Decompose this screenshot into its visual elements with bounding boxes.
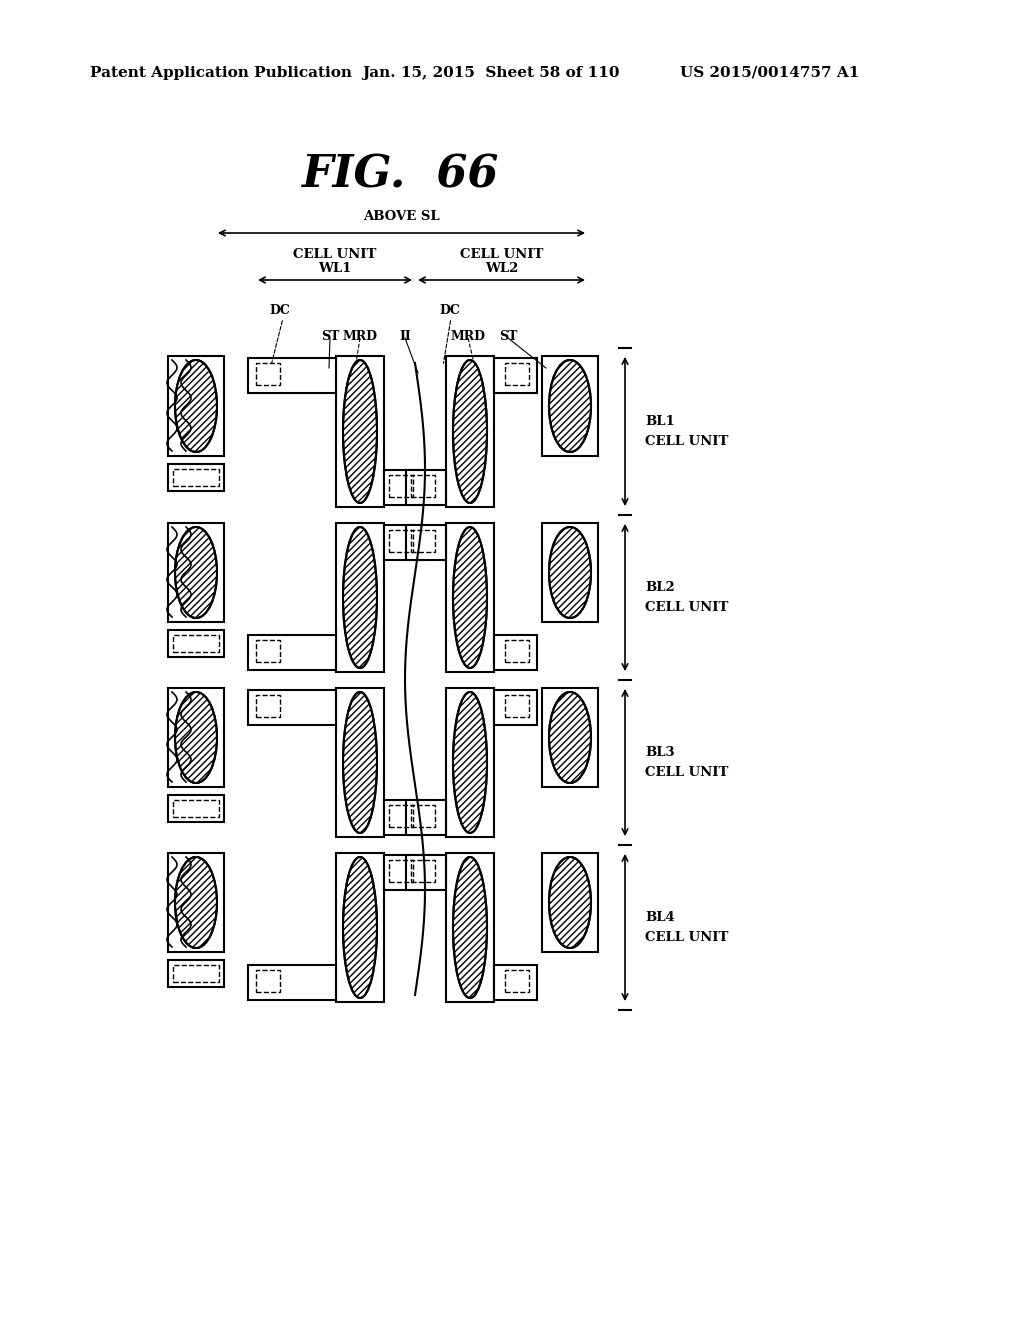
- Text: II: II: [399, 330, 411, 342]
- Ellipse shape: [453, 857, 487, 998]
- Bar: [173, 635, 219, 652]
- Text: WL1: WL1: [318, 261, 351, 275]
- Ellipse shape: [175, 692, 217, 783]
- Bar: [389, 475, 413, 498]
- Bar: [336, 688, 384, 837]
- Text: BL4: BL4: [645, 911, 675, 924]
- Ellipse shape: [549, 360, 591, 451]
- Text: ST: ST: [321, 330, 339, 342]
- Bar: [168, 960, 224, 987]
- Bar: [505, 363, 529, 385]
- Bar: [256, 696, 280, 717]
- Ellipse shape: [343, 692, 377, 833]
- Bar: [446, 853, 494, 1002]
- Bar: [173, 965, 219, 982]
- Bar: [248, 965, 336, 1001]
- Ellipse shape: [549, 692, 591, 783]
- Bar: [494, 635, 537, 671]
- Text: CELL UNIT: CELL UNIT: [645, 766, 728, 779]
- Text: CELL UNIT: CELL UNIT: [645, 931, 728, 944]
- Text: ST: ST: [499, 330, 517, 342]
- Bar: [411, 531, 435, 552]
- Ellipse shape: [175, 360, 217, 451]
- Bar: [248, 635, 336, 671]
- Bar: [406, 470, 446, 506]
- Text: CELL UNIT: CELL UNIT: [645, 601, 728, 614]
- Bar: [494, 690, 537, 725]
- Text: CELL UNIT: CELL UNIT: [645, 436, 728, 447]
- Bar: [173, 800, 219, 817]
- Bar: [173, 469, 219, 486]
- Bar: [248, 690, 336, 725]
- Text: BL2: BL2: [645, 581, 675, 594]
- Ellipse shape: [453, 692, 487, 833]
- Text: Jan. 15, 2015  Sheet 58 of 110: Jan. 15, 2015 Sheet 58 of 110: [362, 66, 620, 81]
- Bar: [336, 853, 384, 1002]
- Bar: [168, 688, 224, 787]
- Text: BL1: BL1: [645, 414, 675, 428]
- Bar: [542, 853, 598, 952]
- Ellipse shape: [343, 857, 377, 998]
- Bar: [389, 805, 413, 828]
- Bar: [411, 805, 435, 828]
- Bar: [256, 640, 280, 663]
- Text: CELL UNIT: CELL UNIT: [293, 248, 377, 261]
- Text: MRD: MRD: [451, 330, 485, 342]
- Bar: [389, 531, 413, 552]
- Text: DC: DC: [269, 305, 291, 318]
- Text: FIG.  66: FIG. 66: [301, 153, 499, 197]
- Text: CELL UNIT: CELL UNIT: [460, 248, 543, 261]
- Ellipse shape: [549, 527, 591, 618]
- Bar: [406, 855, 446, 890]
- Bar: [494, 965, 537, 1001]
- Bar: [542, 523, 598, 622]
- Text: WL2: WL2: [484, 261, 518, 275]
- Bar: [505, 970, 529, 993]
- Bar: [446, 688, 494, 837]
- Bar: [384, 855, 424, 890]
- Bar: [389, 861, 413, 882]
- Bar: [336, 523, 384, 672]
- Bar: [168, 523, 224, 622]
- Text: MRD: MRD: [342, 330, 378, 342]
- Bar: [406, 800, 446, 836]
- Bar: [168, 795, 224, 822]
- Text: DC: DC: [439, 305, 461, 318]
- Text: BL3: BL3: [645, 746, 675, 759]
- Bar: [542, 688, 598, 787]
- Bar: [505, 640, 529, 663]
- Bar: [406, 525, 446, 560]
- Ellipse shape: [175, 527, 217, 618]
- Bar: [542, 356, 598, 455]
- Bar: [336, 356, 384, 507]
- Bar: [494, 358, 537, 393]
- Bar: [505, 696, 529, 717]
- Text: ABOVE SL: ABOVE SL: [364, 210, 440, 223]
- Bar: [446, 523, 494, 672]
- Bar: [446, 356, 494, 507]
- Text: US 2015/0014757 A1: US 2015/0014757 A1: [680, 66, 859, 81]
- Ellipse shape: [453, 527, 487, 668]
- Bar: [384, 470, 424, 506]
- Ellipse shape: [175, 857, 217, 948]
- Bar: [411, 861, 435, 882]
- Bar: [168, 630, 224, 657]
- Bar: [411, 475, 435, 498]
- Ellipse shape: [549, 857, 591, 948]
- Bar: [168, 356, 224, 455]
- Bar: [256, 970, 280, 993]
- Text: Patent Application Publication: Patent Application Publication: [90, 66, 352, 81]
- Bar: [168, 465, 224, 491]
- Ellipse shape: [453, 360, 487, 503]
- Ellipse shape: [343, 360, 377, 503]
- Bar: [384, 800, 424, 836]
- Bar: [256, 363, 280, 385]
- Ellipse shape: [343, 527, 377, 668]
- Bar: [168, 853, 224, 952]
- Bar: [384, 525, 424, 560]
- Bar: [248, 358, 336, 393]
